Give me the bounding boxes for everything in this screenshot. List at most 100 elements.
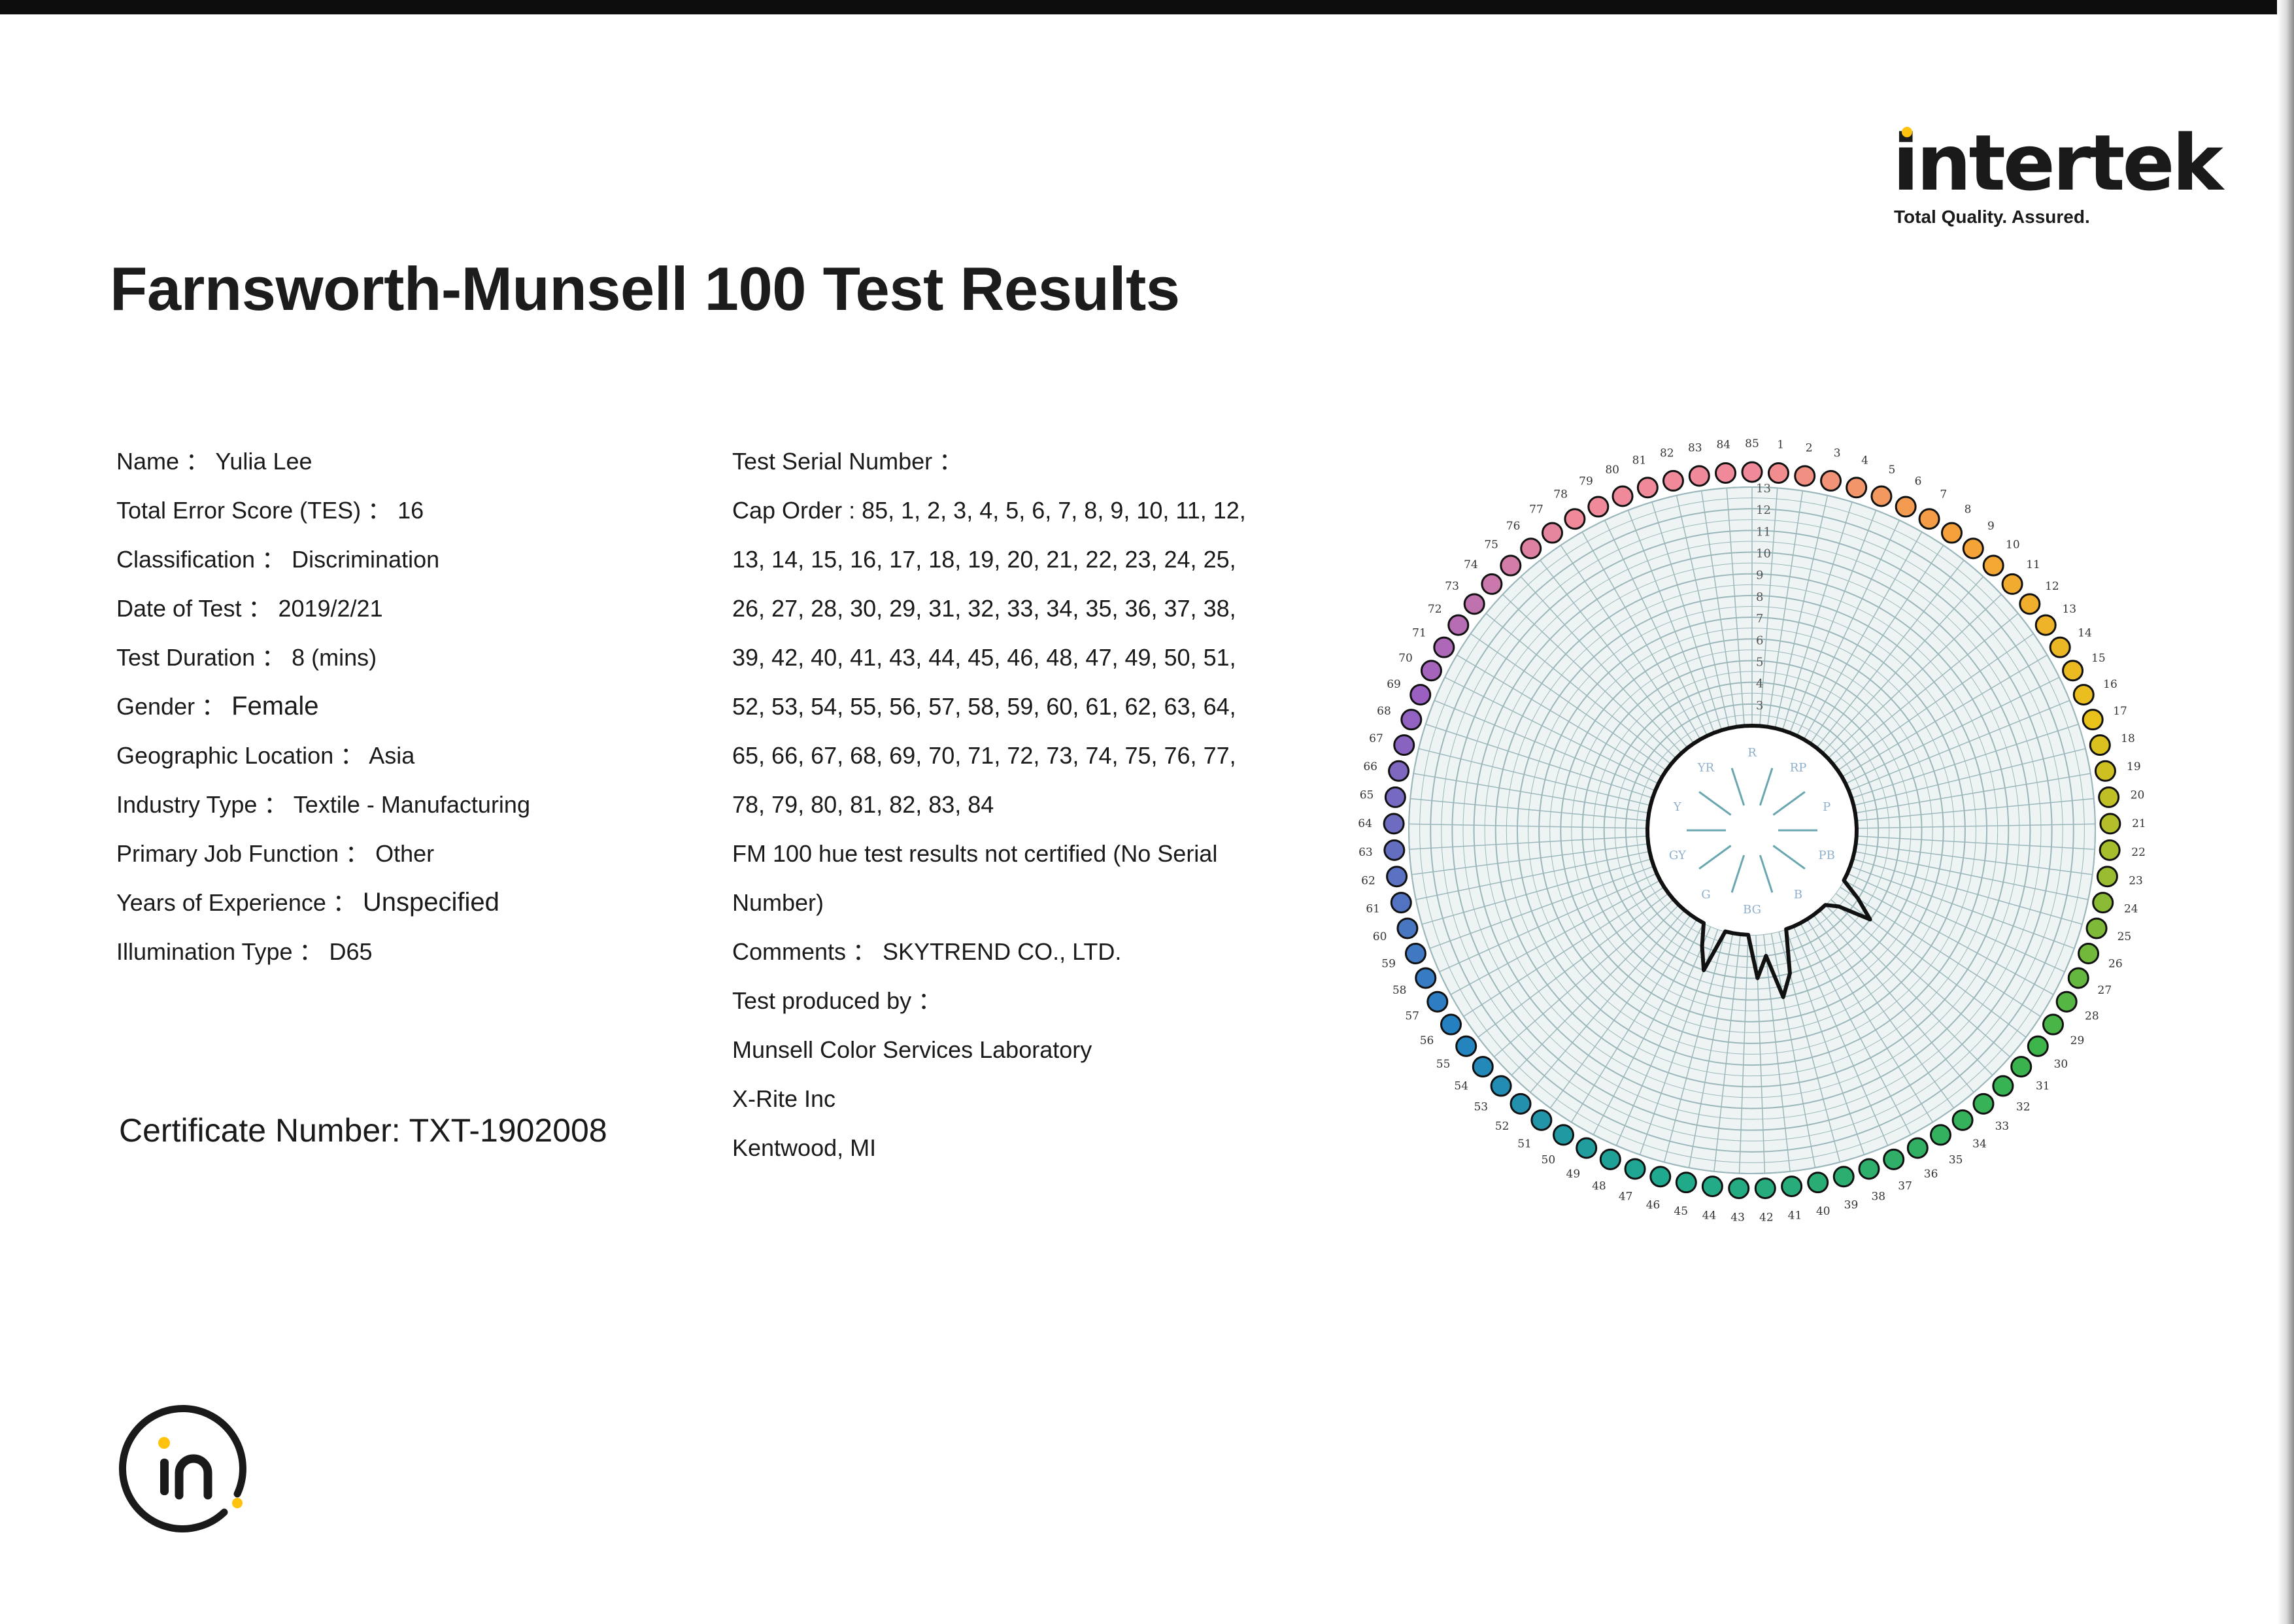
grid-spoke (1810, 545, 1944, 744)
error-polyline (1645, 724, 1872, 1000)
cap-label: 35 (1949, 1153, 1963, 1166)
grid-spoke (1530, 909, 1685, 1093)
radial-scale-label: 4 (1756, 677, 1763, 691)
cap-63 (1383, 839, 1406, 861)
producer-line: X-Rite Inc (732, 1085, 836, 1112)
serial-row: Test Serial Number ： (732, 448, 963, 475)
grid-spoke (1856, 823, 2095, 829)
cap-label: 70 (1398, 652, 1413, 665)
grid-spoke (1855, 773, 2091, 814)
grid-spoke (1444, 677, 1659, 785)
grid-spoke (1549, 915, 1691, 1109)
cap-66 (1388, 760, 1410, 782)
cap-order-line: 26, 27, 28, 30, 29, 31, 32, 33, 34, 35, … (732, 595, 1236, 622)
grid-spoke (1494, 899, 1674, 1058)
test-info: Test Serial Number ： Cap Order : 85, 1, … (732, 437, 1307, 1172)
gender-value: Female (231, 692, 319, 720)
cap-31 (2010, 1056, 2033, 1078)
cap-37 (1883, 1148, 1905, 1170)
cap-41 (1781, 1176, 1803, 1198)
cap-81 (1636, 477, 1659, 499)
grid-spoke (1411, 843, 1649, 875)
hue-label: G (1701, 888, 1710, 902)
hue-label: P (1823, 800, 1830, 814)
classification-row: Classification ： Discrimination (116, 546, 440, 573)
cap-39 (1832, 1166, 1855, 1188)
cap-label: 55 (1436, 1058, 1451, 1071)
cap-label: 80 (1605, 464, 1619, 477)
cap-label: 24 (2124, 903, 2138, 916)
grid-spoke (1713, 934, 1742, 1172)
radial-scale: 13 12 11 10 9 8 7 6 5 4 3 (1756, 482, 1771, 713)
cap-label: 6 (1915, 475, 1922, 488)
hue-tick (1759, 854, 1774, 893)
cap-80 (1611, 485, 1634, 507)
grid-spoke (1842, 654, 2048, 777)
experience-value: Unspecified (362, 888, 499, 917)
cap-49 (1576, 1137, 1598, 1159)
hue-labels: R RP P PB B BG G GY Y YR (1669, 746, 1835, 917)
cap-68 (1400, 709, 1423, 731)
cap-3 (1820, 469, 1842, 492)
cap-13 (2034, 614, 2057, 636)
logo-tagline: Total Quality. Assured. (1894, 207, 2090, 227)
cap-label: 33 (1995, 1120, 2010, 1133)
cap-label: 49 (1566, 1168, 1581, 1181)
grid-spoke (1832, 613, 2019, 765)
cap-54 (1472, 1056, 1494, 1078)
cap-18 (2089, 734, 2111, 756)
cap-47 (1624, 1158, 1646, 1180)
cap-label: 79 (1579, 475, 1593, 488)
cap-22 (2099, 839, 2121, 861)
grid-spoke (1819, 909, 1974, 1093)
cap-label: 31 (2036, 1080, 2050, 1093)
cap-label: 7 (1940, 488, 1947, 501)
cap-1 (1767, 462, 1789, 484)
error-plot (1645, 724, 1872, 1000)
cap-label: 54 (1454, 1080, 1468, 1093)
hue-label: GY (1669, 849, 1687, 862)
cap-48 (1599, 1148, 1621, 1170)
grid-spoke (1800, 922, 1912, 1135)
cap-46 (1649, 1166, 1672, 1188)
radial-scale-label: 8 (1756, 590, 1763, 604)
cap-label: 67 (1369, 732, 1383, 745)
cap-label: 5 (1888, 464, 1895, 477)
cap-4 (1846, 477, 1868, 499)
grid-spoke (1409, 823, 1648, 829)
intertek-logo: intertek Total Quality. Assured. (1893, 124, 2223, 228)
experience-row: Years of Experience ： Unspecified (116, 878, 705, 927)
grid-spoke (1421, 858, 1652, 925)
grid-spoke (1477, 892, 1669, 1038)
grid-spoke (1827, 594, 2002, 759)
cap-21 (2099, 813, 2121, 835)
cap-label: 73 (1445, 580, 1459, 593)
cap-72 (1447, 614, 1470, 636)
grid-spoke (1570, 919, 1698, 1123)
cap-84 (1715, 462, 1737, 484)
cap-label: 84 (1716, 439, 1730, 452)
participant-details: Name ： Yulia Lee Total Error Score (TES)… (116, 437, 705, 976)
producer-line: Munsell Color Services Laboratory (732, 1036, 1092, 1063)
cap-label: 59 (1381, 958, 1396, 971)
cap-29 (2042, 1013, 2065, 1036)
cap-27 (2067, 967, 2089, 989)
cap-9 (1962, 537, 1984, 560)
cap-60 (1396, 917, 1419, 939)
hue-label: YR (1697, 761, 1715, 775)
grid-spoke (1830, 899, 2010, 1058)
certification-note: FM 100 hue test results not certified (N… (732, 840, 1218, 867)
cap-label: 50 (1542, 1153, 1556, 1166)
cap-15 (2062, 660, 2084, 682)
cap-53 (1490, 1075, 1512, 1097)
cap-43 (1728, 1177, 1750, 1200)
cap-label: 16 (2103, 678, 2117, 691)
cap-label: 61 (1366, 903, 1380, 916)
radial-scale-label: 6 (1756, 634, 1763, 647)
cap-16 (2072, 684, 2095, 706)
grid-spoke (1470, 633, 1667, 771)
cap-label: 66 (1363, 760, 1377, 773)
cap-ring: 1 2 34567891011121314151617181920212223242… (1358, 437, 2146, 1225)
industry-row: Industry Type ： Textile - Manufacturing (116, 791, 530, 818)
hue-tick (1698, 845, 1732, 870)
